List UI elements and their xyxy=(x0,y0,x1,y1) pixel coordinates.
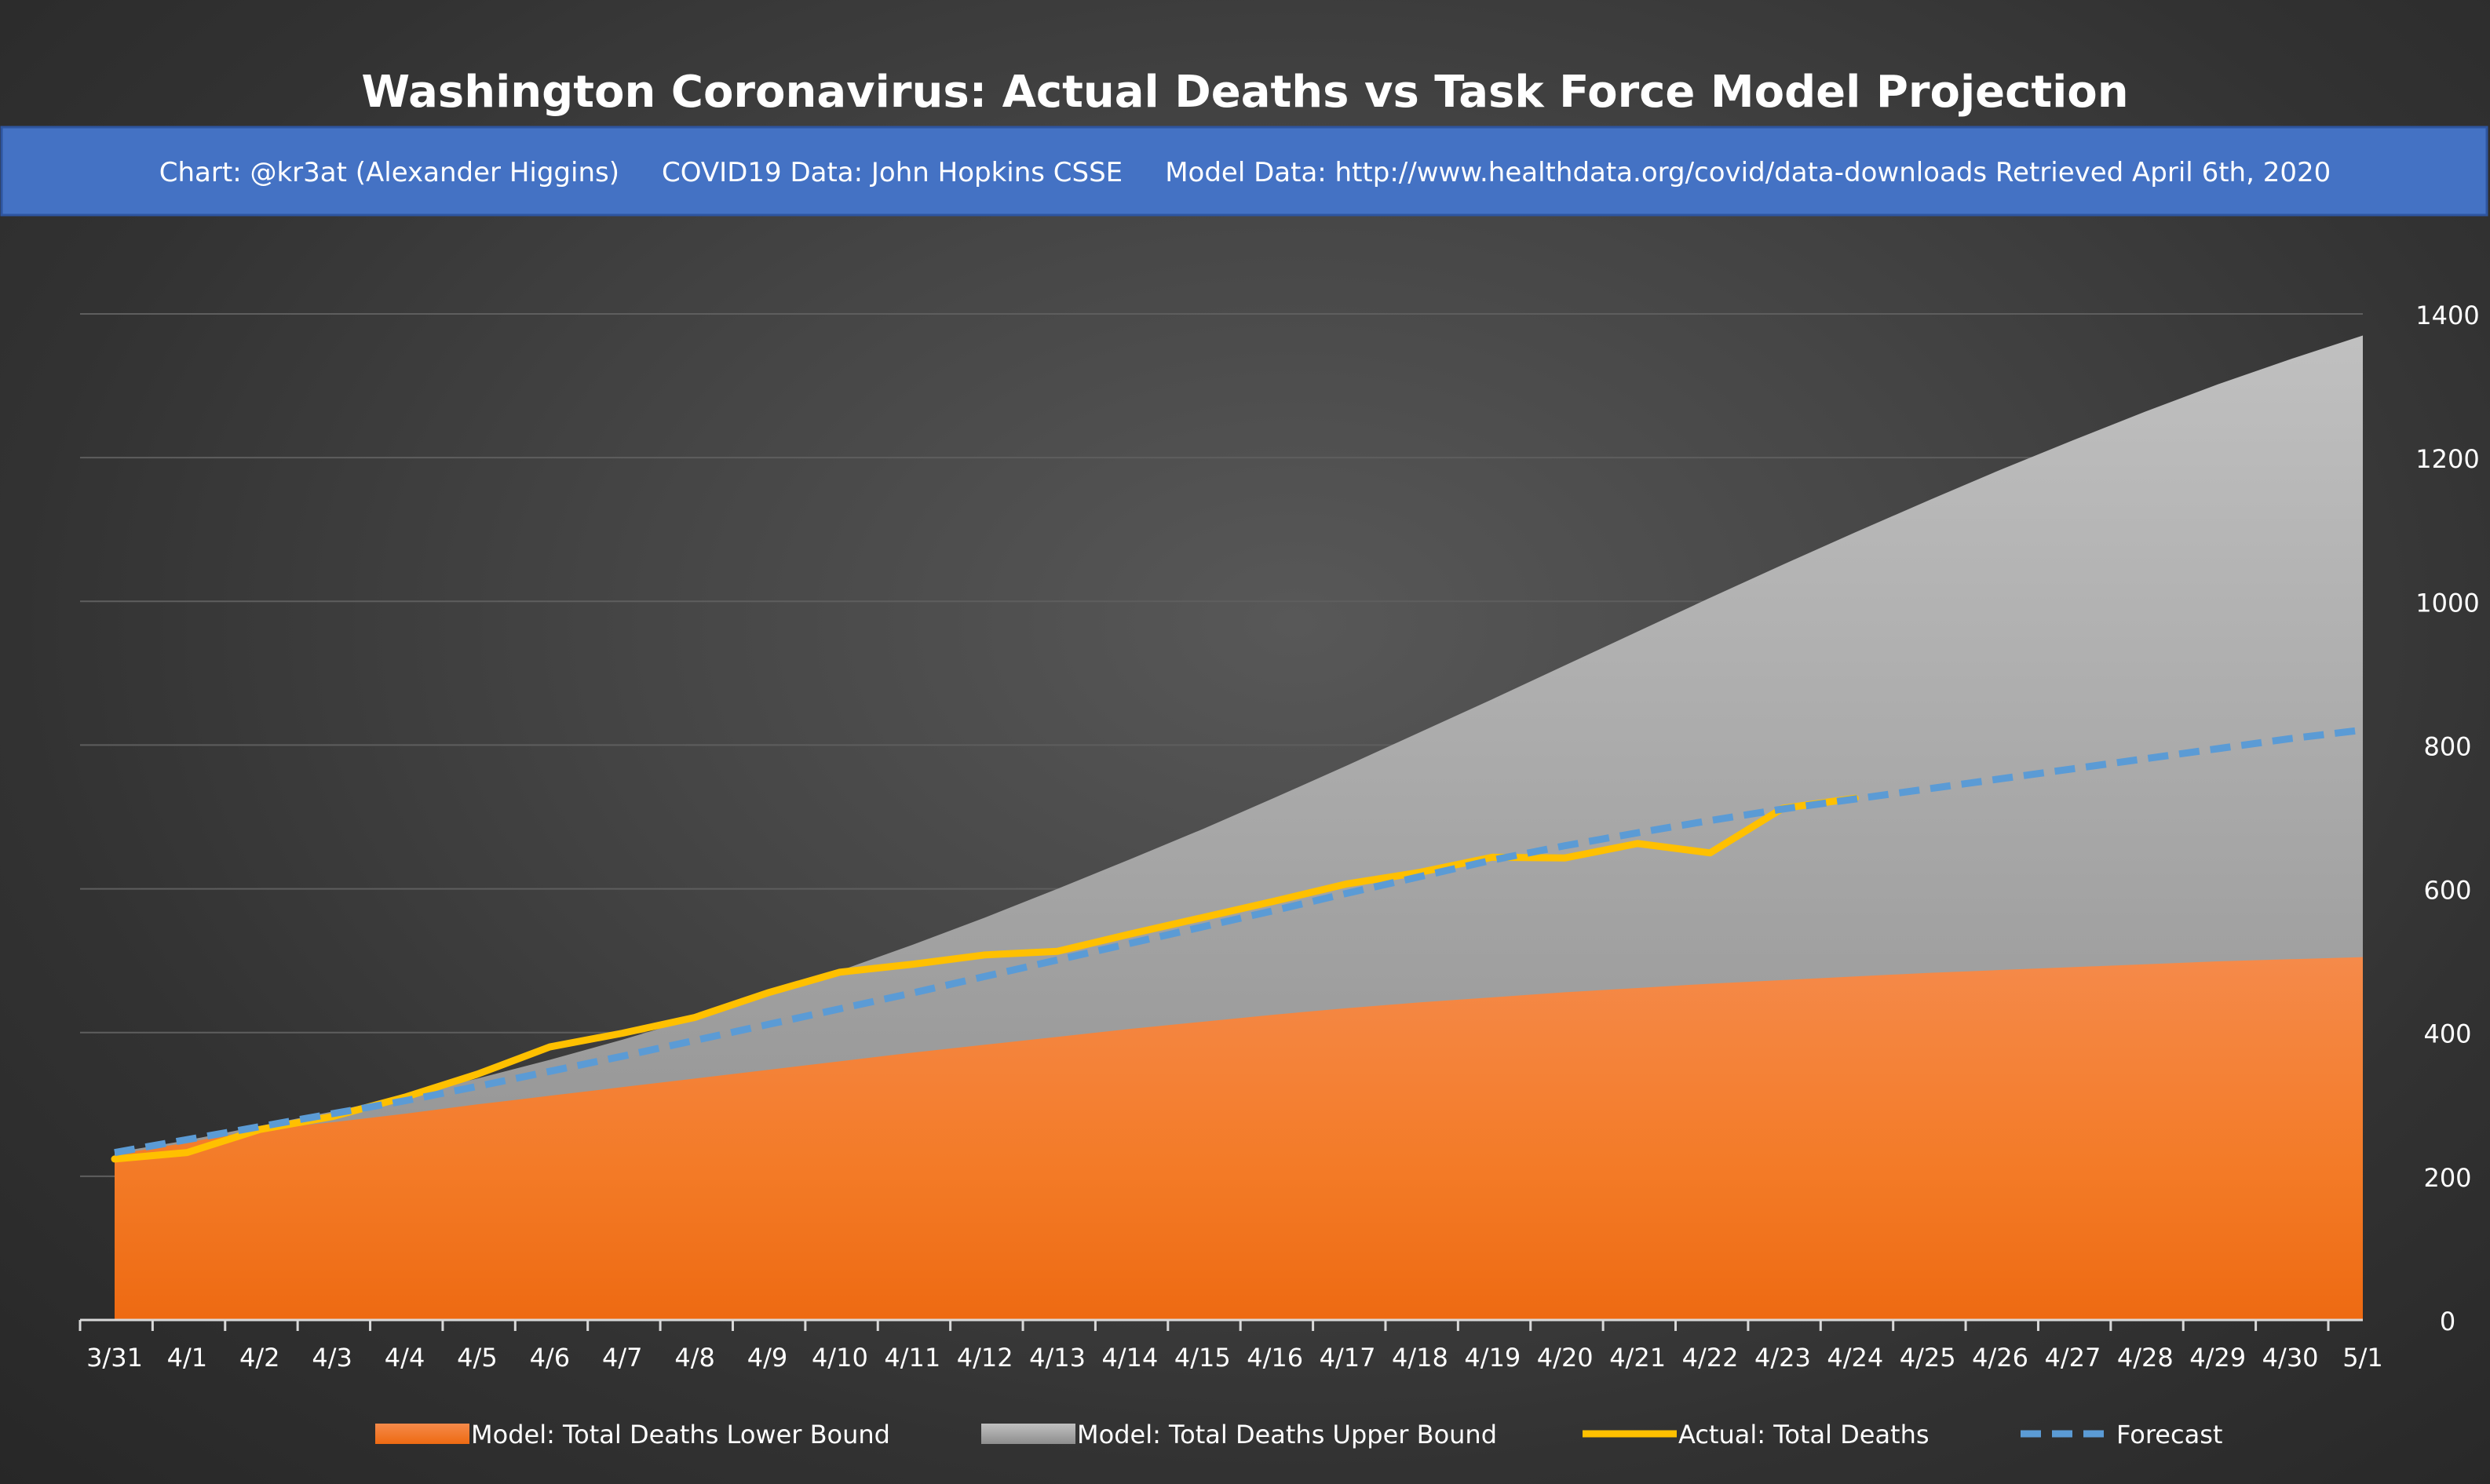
x-tick-label: 3/31 xyxy=(86,1343,143,1373)
forecast-line-group xyxy=(114,726,2364,1157)
x-tick-label: 4/21 xyxy=(1609,1343,1666,1373)
x-tick-label: 4/4 xyxy=(385,1343,425,1373)
x-tick-label: 4/13 xyxy=(1029,1343,1086,1373)
legend-lower-bound: Model: Total Deaths Lower Bound xyxy=(375,1420,890,1449)
x-tick-label: 4/20 xyxy=(1537,1343,1594,1373)
x-tick-label: 4/7 xyxy=(602,1343,643,1373)
legend-forecast: Forecast xyxy=(2021,1420,2222,1449)
legend-label: Model: Total Deaths Upper Bound xyxy=(1077,1420,1497,1449)
line-forecast xyxy=(114,726,2364,1157)
chart-subtitle: Chart: @kr3at (Alexander Higgins) COVID1… xyxy=(159,157,2331,188)
x-tick-label: 4/18 xyxy=(1392,1343,1448,1373)
x-tick-label: 4/16 xyxy=(1247,1343,1303,1373)
x-tick-label: 4/12 xyxy=(957,1343,1013,1373)
area-lower-bound-group xyxy=(115,957,2363,1320)
legend-swatch xyxy=(981,1424,1075,1444)
legend: Model: Total Deaths Lower Bound Model: To… xyxy=(375,1420,2222,1449)
legend-actual-deaths: Actual: Total Deaths xyxy=(1583,1420,1930,1449)
x-tick-label: 4/3 xyxy=(312,1343,352,1373)
axes: 0 200 400 600 800 1000 1200 1400 3/31 4/1 4/2 4/3 4/… xyxy=(78,301,2480,1373)
y-tick-label: 400 xyxy=(2423,1019,2471,1049)
x-tick-label: 4/10 xyxy=(812,1343,868,1373)
x-tick-label: 5/1 xyxy=(2342,1343,2383,1373)
x-tick-label: 4/2 xyxy=(239,1343,280,1373)
x-tick-label: 4/19 xyxy=(1464,1343,1521,1373)
x-tick-label: 4/27 xyxy=(2045,1343,2101,1373)
x-tick-label: 4/22 xyxy=(1682,1343,1739,1373)
y-tick-label: 1000 xyxy=(2415,588,2479,618)
x-tick-label: 4/5 xyxy=(457,1343,498,1373)
legend-upper-bound: Model: Total Deaths Upper Bound xyxy=(981,1420,1497,1449)
x-tick-label: 4/25 xyxy=(1900,1343,1956,1373)
legend-label: Forecast xyxy=(2116,1420,2222,1449)
y-tick-label: 0 xyxy=(2440,1307,2455,1336)
y-tick-label: 600 xyxy=(2423,876,2471,906)
x-tick-label: 4/6 xyxy=(530,1343,571,1373)
chart-title: Washington Coronavirus: Actual Deaths vs… xyxy=(361,67,2128,118)
legend-label: Model: Total Deaths Lower Bound xyxy=(471,1420,890,1449)
legend-label: Actual: Total Deaths xyxy=(1678,1420,1930,1449)
x-tick-label: 4/9 xyxy=(747,1343,788,1373)
x-tick-label: 4/1 xyxy=(167,1343,208,1373)
x-tick-label: 4/8 xyxy=(674,1343,715,1373)
subtitle-banner xyxy=(0,126,2488,217)
x-tick-label: 4/24 xyxy=(1827,1343,1883,1373)
x-tick-label: 4/17 xyxy=(1320,1343,1376,1373)
y-tick-label: 200 xyxy=(2423,1163,2471,1193)
x-tick-label: 4/11 xyxy=(884,1343,940,1373)
x-tick-label: 4/14 xyxy=(1101,1343,1158,1373)
y-tick-label: 1200 xyxy=(2415,444,2479,474)
x-tick-label: 4/30 xyxy=(2262,1343,2319,1373)
x-tick-label: 4/23 xyxy=(1754,1343,1811,1373)
x-tick-label: 4/26 xyxy=(1972,1343,2028,1373)
area-lower-bound xyxy=(115,957,2363,1320)
x-tick-label: 4/29 xyxy=(2189,1343,2246,1373)
legend-swatch xyxy=(375,1424,469,1444)
y-tick-label: 800 xyxy=(2423,731,2471,761)
y-tick-label: 1400 xyxy=(2415,301,2479,330)
x-tick-label: 4/15 xyxy=(1174,1343,1231,1373)
x-tick-label: 4/28 xyxy=(2117,1343,2174,1373)
